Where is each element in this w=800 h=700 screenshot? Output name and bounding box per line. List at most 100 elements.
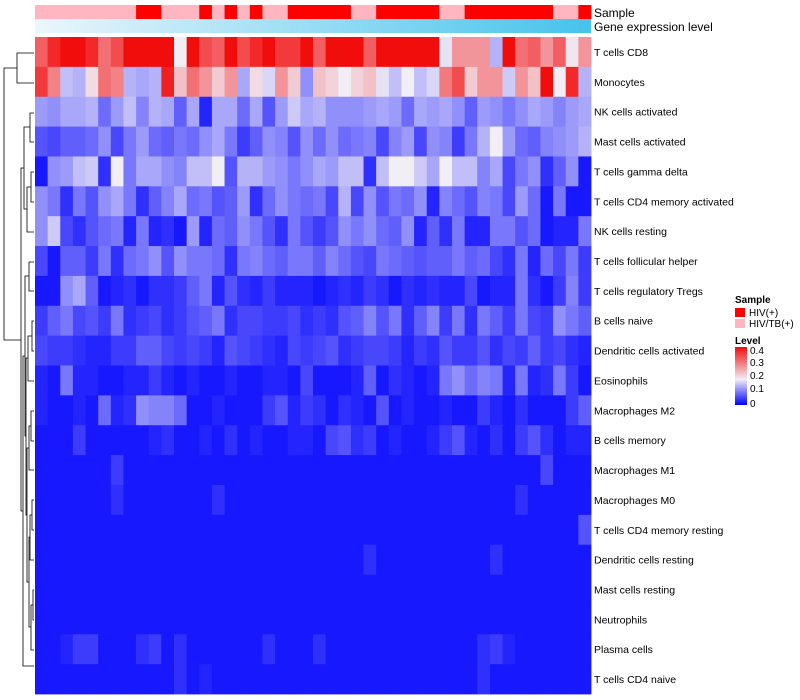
heatmap-cell [211, 544, 225, 575]
heatmap-cell [489, 96, 503, 127]
heatmap-cell [350, 484, 364, 516]
heatmap-cell [211, 604, 225, 635]
sample-annotation-cell [72, 5, 86, 19]
heatmap-cell [275, 664, 289, 695]
heatmap-cell [98, 275, 112, 307]
heatmap-cell [325, 484, 339, 516]
heatmap-cell [477, 484, 491, 516]
heatmap-cell [300, 335, 314, 366]
heatmap-cell [186, 246, 200, 277]
heatmap-cell [553, 37, 567, 68]
heatmap-cell [123, 484, 137, 516]
heatmap-cell [578, 96, 592, 127]
heatmap-cell [578, 216, 592, 247]
heatmap-cell [224, 275, 238, 307]
heatmap-cell [376, 395, 390, 426]
heatmap-cell [401, 664, 415, 695]
heatmap-cell [502, 126, 516, 157]
heatmap-cell [338, 514, 352, 546]
heatmap-cell [553, 156, 567, 187]
heatmap-cell [325, 455, 339, 486]
heatmap-cell [515, 574, 529, 605]
heatmap-cell [350, 275, 364, 307]
heatmap-cell [452, 604, 466, 635]
heatmap-cell [414, 126, 428, 157]
heatmap-cell [338, 634, 352, 665]
heatmap-cell [527, 574, 541, 605]
heatmap-cell [313, 664, 327, 695]
heatmap-cell [540, 96, 554, 127]
heatmap-cell [439, 395, 453, 426]
heatmap-cell [464, 37, 478, 68]
heatmap-cell [363, 305, 377, 337]
heatmap-cell [376, 66, 390, 98]
heatmap-cell [325, 186, 339, 217]
heatmap-cell [477, 37, 491, 68]
heatmap-cell [199, 425, 213, 456]
heatmap-cell [237, 365, 251, 396]
heatmap-cell [313, 604, 327, 635]
heatmap-cell [401, 96, 415, 127]
heatmap-cell [123, 574, 137, 605]
heatmap-cell [85, 634, 99, 665]
heatmap-cell [489, 186, 503, 217]
heatmap-cell [426, 156, 440, 187]
heatmap-cell [148, 455, 162, 486]
heatmap-cell [275, 335, 289, 366]
heatmap-cell [464, 664, 478, 695]
heatmap-cell [426, 305, 440, 337]
heatmap-cell [578, 156, 592, 187]
heatmap-cell [553, 425, 567, 456]
row-label: Neutrophils [594, 614, 647, 626]
heatmap-cell [388, 37, 402, 68]
heatmap-cell [313, 365, 327, 396]
heatmap-cell [565, 216, 579, 247]
heatmap-cell [401, 275, 415, 307]
heatmap-cell [136, 246, 150, 277]
heatmap-cell [287, 305, 301, 337]
heatmap-cell [35, 365, 49, 396]
heatmap-cell [148, 305, 162, 337]
row-label: T cells gamma delta [594, 166, 688, 178]
heatmap-cell [186, 186, 200, 217]
heatmap-cell [553, 455, 567, 486]
sample-annotation-cell [376, 5, 390, 19]
heatmap-cell [123, 66, 137, 98]
heatmap-cell [249, 514, 263, 546]
heatmap-cell [565, 66, 579, 98]
row-label: Macrophages M0 [594, 495, 675, 507]
heatmap-cell [338, 305, 352, 337]
heatmap-cell [325, 425, 339, 456]
heatmap-cell [426, 216, 440, 247]
heatmap-cell [325, 574, 339, 605]
sample-annotation-cell [174, 5, 188, 19]
heatmap-cell [313, 37, 327, 68]
row-label: Macrophages M1 [594, 465, 675, 477]
heatmap-cell [161, 305, 175, 337]
heatmap-cell [85, 425, 99, 456]
heatmap-cell [224, 305, 238, 337]
heatmap-cell [224, 395, 238, 426]
heatmap-cell [489, 395, 503, 426]
heatmap-cell [325, 37, 339, 68]
heatmap-cell [452, 574, 466, 605]
heatmap-cell [300, 395, 314, 426]
heatmap-cell [110, 425, 124, 456]
heatmap-cell [325, 275, 339, 307]
heatmap-cell [98, 544, 112, 575]
heatmap-cell [262, 96, 276, 127]
heatmap-cell [199, 96, 213, 127]
heatmap-cell [363, 604, 377, 635]
sample-annotation-cell [186, 5, 200, 19]
heatmap-cell [527, 514, 541, 546]
heatmap-cell [98, 634, 112, 665]
heatmap-cell [136, 275, 150, 307]
heatmap-cell [72, 126, 86, 157]
heatmap-cell [527, 156, 541, 187]
heatmap-cell [489, 574, 503, 605]
heatmap-cell [199, 335, 213, 366]
heatmap-cell [148, 395, 162, 426]
heatmap-cell [123, 156, 137, 187]
heatmap-cell [174, 544, 188, 575]
heatmap-cell [98, 216, 112, 247]
